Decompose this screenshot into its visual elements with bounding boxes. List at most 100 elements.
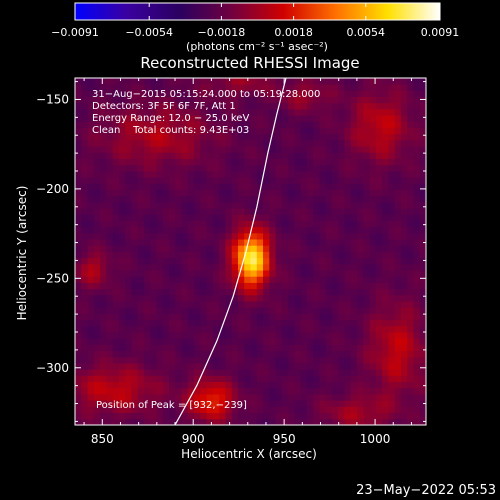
heatmap-cell: [100, 133, 107, 141]
heatmap-cell: [143, 400, 151, 407]
heatmap-cell: [100, 369, 107, 376]
heatmap-cell: [194, 270, 201, 277]
heatmap-cell: [388, 257, 396, 265]
heatmap-cell: [331, 418, 339, 425]
heatmap-cell: [375, 387, 383, 395]
heatmap-cell: [300, 158, 308, 166]
heatmap-cell: [357, 90, 364, 97]
heatmap-cell: [200, 406, 208, 414]
heatmap-cell: [250, 307, 258, 314]
heatmap-cell: [275, 394, 283, 401]
heatmap-cell: [112, 344, 120, 352]
heatmap-cell: [212, 406, 220, 414]
heatmap-cell: [212, 313, 220, 321]
heatmap-cell: [363, 158, 370, 166]
heatmap-cell: [187, 226, 195, 234]
heatmap-cell: [200, 263, 208, 271]
heatmap-cell: [369, 195, 377, 203]
heatmap-cell: [106, 301, 114, 308]
heatmap-cell: [394, 115, 402, 122]
heatmap-cell: [194, 325, 201, 333]
heatmap-cell: [131, 282, 139, 290]
heatmap-cell: [106, 375, 114, 383]
heatmap-cell: [131, 195, 139, 203]
heatmap-cell: [250, 189, 258, 197]
heatmap-cell: [187, 170, 195, 178]
heatmap-cell: [407, 226, 414, 234]
heatmap-cell: [156, 350, 164, 358]
heatmap-cell: [382, 115, 389, 122]
heatmap-cell: [394, 220, 402, 228]
heatmap-cell: [100, 282, 107, 290]
heatmap-cell: [400, 158, 408, 166]
heatmap-cell: [93, 102, 101, 110]
heatmap-cell: [294, 301, 302, 308]
heatmap-cell: [319, 139, 327, 147]
heatmap-cell: [175, 127, 182, 135]
heatmap-cell: [313, 344, 320, 352]
heatmap-cell: [187, 195, 195, 203]
heatmap-cell: [131, 418, 139, 425]
heatmap-cell: [357, 319, 364, 327]
heatmap-cell: [162, 195, 170, 203]
heatmap-cell: [231, 201, 239, 209]
heatmap-cell: [275, 214, 283, 221]
heatmap-cell: [125, 270, 132, 277]
heatmap-cell: [112, 332, 120, 339]
heatmap-cell: [225, 313, 233, 321]
heatmap-cell: [325, 96, 333, 104]
heatmap-cell: [388, 332, 396, 339]
heatmap-cell: [187, 381, 195, 389]
heatmap-cell: [187, 164, 195, 172]
heatmap-cell: [112, 108, 120, 116]
heatmap-cell: [269, 276, 276, 283]
heatmap-cell: [231, 350, 239, 358]
heatmap-cell: [225, 282, 233, 290]
heatmap-cell: [169, 195, 176, 203]
heatmap-cell: [231, 152, 239, 159]
heatmap-cell: [175, 108, 182, 116]
heatmap-cell: [394, 201, 402, 209]
heatmap-cell: [162, 270, 170, 277]
heatmap-cell: [313, 350, 320, 358]
heatmap-cell: [175, 381, 182, 389]
heatmap-cell: [363, 170, 370, 178]
heatmap-cell: [419, 400, 426, 407]
heatmap-cell: [250, 208, 258, 215]
heatmap-cell: [81, 96, 88, 104]
heatmap-cell: [275, 121, 283, 128]
heatmap-cell: [350, 294, 358, 302]
heatmap-cell: [169, 313, 176, 321]
heatmap-cell: [256, 102, 264, 110]
heatmap-cell: [93, 418, 101, 425]
heatmap-cell: [313, 121, 320, 128]
heatmap-cell: [306, 121, 314, 128]
heatmap-cell: [407, 177, 414, 184]
heatmap-cell: [150, 325, 157, 333]
heatmap-cell: [269, 412, 276, 420]
heatmap-cell: [206, 356, 214, 364]
heatmap-cell: [194, 356, 201, 364]
heatmap-cell: [237, 170, 245, 178]
heatmap-cell: [313, 232, 320, 240]
heatmap-cell: [100, 332, 107, 339]
heatmap-cell: [131, 121, 139, 128]
heatmap-cell: [212, 146, 220, 153]
heatmap-cell: [75, 394, 82, 401]
heatmap-cell: [281, 208, 289, 215]
heatmap-cell: [288, 139, 295, 147]
heatmap-cell: [344, 369, 352, 376]
heatmap-cell: [131, 133, 139, 141]
heatmap-cell: [394, 406, 402, 414]
heatmap-cell: [369, 307, 377, 314]
heatmap-cell: [344, 245, 352, 252]
heatmap-cell: [331, 146, 339, 153]
heatmap-cell: [294, 363, 302, 370]
heatmap-cell: [244, 344, 251, 352]
heatmap-cell: [357, 381, 364, 389]
heatmap-cell: [363, 294, 370, 302]
y-tick-label: −250: [36, 271, 69, 285]
heatmap-cell: [419, 257, 426, 265]
heatmap-cell: [313, 325, 320, 333]
heatmap-cell: [156, 220, 164, 228]
